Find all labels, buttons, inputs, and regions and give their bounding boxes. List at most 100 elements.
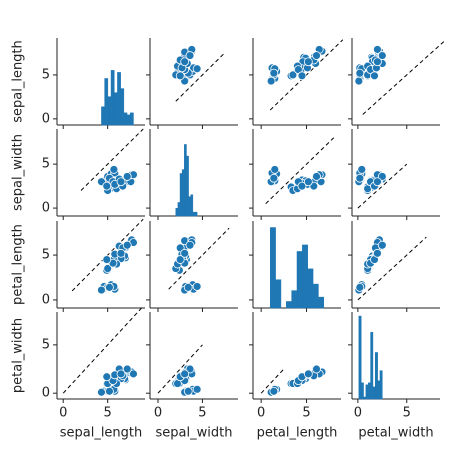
scatter-point (122, 172, 132, 181)
histogram-bar (181, 169, 185, 217)
identity-line (157, 344, 203, 394)
histogram-bar (358, 315, 362, 400)
scatter-point (377, 240, 387, 250)
scatter-point (266, 76, 276, 86)
scatter-point (180, 57, 190, 67)
y-axis-label: petal_width (11, 318, 26, 393)
scatter-point (192, 64, 202, 74)
identity-line (168, 227, 230, 290)
histogram-bar (375, 352, 378, 400)
y-tick-label: 5 (42, 248, 50, 263)
histogram-bar (179, 173, 183, 217)
y-tick-label: 0 (42, 292, 50, 307)
y-tick-label: 5 (42, 67, 50, 82)
y-tick-label: 0 (42, 111, 50, 126)
histogram-bar (186, 155, 189, 217)
scatter-point (102, 255, 112, 264)
histogram-bar (363, 396, 367, 400)
scatter-point (97, 387, 106, 397)
scatter-point (109, 165, 119, 174)
scatter-point (116, 369, 126, 379)
identity-line (62, 305, 144, 394)
scatter-point (303, 369, 313, 379)
x-tick-label: 0 (154, 406, 162, 421)
scatter-point (312, 364, 321, 374)
histogram-bar (129, 112, 134, 126)
histogram-bar (104, 78, 109, 126)
histogram-bar (101, 106, 105, 126)
scatter-point (312, 172, 321, 181)
x-tick-label: 5 (302, 406, 310, 421)
histogram-bar (372, 386, 376, 400)
x-tick-label: 0 (257, 406, 265, 421)
identity-line (357, 236, 427, 301)
x-tick-label: 0 (354, 406, 362, 421)
x-tick-label: 0 (59, 406, 67, 421)
histogram-bar (307, 268, 314, 309)
histogram-bar (275, 279, 282, 309)
scatter-point (97, 285, 106, 295)
scatter-point (180, 369, 190, 379)
scatter-point (288, 70, 298, 80)
identity-line (260, 368, 285, 394)
histogram-bar (107, 96, 112, 126)
scatter-point (183, 386, 193, 396)
scatter-point (192, 282, 202, 291)
y-tick-label: 0 (42, 386, 50, 401)
x-axis-label: petal_length (257, 426, 338, 441)
histogram-bar (117, 72, 121, 126)
scatter-point (102, 181, 112, 191)
scatter-point (373, 45, 382, 54)
histogram-bar (379, 370, 383, 400)
scatter-point (175, 255, 185, 264)
x-axis-label: sepal_length (60, 426, 143, 441)
identity-line (357, 163, 408, 209)
scatter-point (297, 71, 307, 81)
histogram-bar (269, 227, 276, 309)
scatter-point (175, 71, 185, 81)
scatter-point (103, 264, 113, 273)
histogram-bar (113, 92, 118, 126)
y-tick-label: 5 (42, 157, 50, 172)
histogram-bar (365, 384, 369, 400)
scatter-point (355, 68, 365, 78)
scatter-point (185, 240, 195, 250)
histogram-bar (184, 144, 187, 217)
histogram-bar (123, 112, 128, 126)
scatter-point (373, 248, 382, 258)
x-tick-label: 5 (198, 406, 206, 421)
identity-line (362, 39, 447, 115)
y-axis-label: sepal_width (11, 134, 26, 211)
scatter-point (269, 386, 279, 396)
histogram-bar (286, 301, 292, 309)
scatter-point (116, 177, 126, 187)
scatter-point (354, 76, 364, 86)
scatter-point (355, 282, 365, 292)
scatter-point (269, 68, 279, 78)
scatter-point (373, 177, 382, 187)
x-axis-label: sepal_width (156, 426, 233, 441)
scatter-point (192, 384, 202, 394)
x-tick-label: 5 (403, 406, 411, 421)
identity-line (269, 39, 344, 111)
scatter-point (373, 57, 382, 67)
scatter-point (297, 181, 307, 191)
histogram-bar (194, 211, 198, 217)
scatter-point (185, 51, 195, 60)
y-tick-label: 5 (42, 337, 50, 352)
scatter-point (180, 248, 190, 258)
histogram-bar (175, 208, 179, 217)
identity-line (80, 128, 144, 191)
scatter-point (357, 165, 367, 174)
scatter-point (270, 165, 280, 174)
histogram-bar (296, 251, 303, 309)
histogram-bar (188, 196, 191, 217)
scatter-point (303, 177, 313, 187)
identity-line (265, 137, 335, 205)
histogram-bar (312, 283, 319, 309)
scatter-point (377, 51, 387, 60)
histogram-bar (120, 88, 125, 126)
scatter-point (116, 248, 126, 258)
histogram-bar (370, 331, 374, 400)
